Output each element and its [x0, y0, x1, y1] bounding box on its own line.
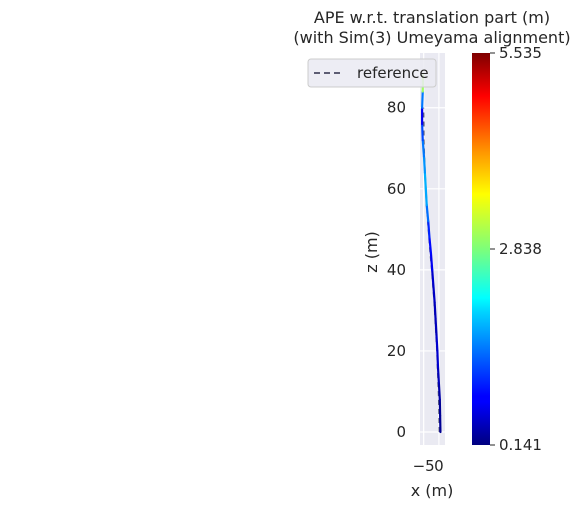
y-tick-label: 0: [396, 423, 406, 441]
legend-box: [307, 58, 437, 88]
x-tick-label: 0: [434, 457, 444, 475]
chart-title-line1: APE w.r.t. translation part (m): [314, 8, 550, 27]
trajectory-segment: [421, 139, 426, 158]
y-tick-label: 40: [387, 261, 406, 279]
chart-title-line2: (with Sim(3) Umeyama alignment): [293, 28, 570, 47]
colorbar-tick-label: 5.535: [499, 44, 542, 62]
trajectory-segment: [437, 382, 441, 401]
trajectory-segment: [435, 333, 439, 353]
y-tick-label: 60: [387, 180, 406, 198]
trajectory-segment: [431, 268, 435, 288]
trajectory-segment: [428, 236, 433, 255]
y-tick-label: 20: [387, 342, 406, 360]
colorbar: [472, 53, 490, 445]
colorbar-ticks: 0.141 2.838 5.535: [490, 44, 542, 454]
x-tick-label: −5: [413, 457, 435, 475]
colorbar-tick-label: 0.141: [499, 436, 542, 454]
colorbar-tick-label: 2.838: [499, 240, 542, 258]
trajectory-segment: [423, 171, 427, 190]
trajectory-segment: [436, 349, 440, 369]
trajectory-segment: [432, 284, 436, 304]
x-tick-labels: −5 0: [413, 457, 444, 475]
trajectory-segment: [436, 366, 441, 385]
legend: reference: [307, 58, 437, 88]
legend-reference-label: reference: [357, 64, 429, 82]
trajectory-line-group: [421, 74, 442, 434]
trajectory-segment: [427, 220, 431, 239]
trajectory-segment: [421, 122, 424, 142]
trajectory-segment: [433, 301, 437, 320]
trajectory-segment: [425, 203, 430, 223]
y-tick-labels: 0 20 40 60 80: [387, 99, 406, 441]
trajectory-segment: [429, 252, 434, 271]
trajectory-segment: [421, 90, 424, 109]
trajectory-segment: [434, 317, 438, 336]
y-axis-label: z (m): [362, 231, 381, 273]
x-axis-label: x (m): [411, 481, 454, 500]
trajectory-segment: [422, 155, 426, 174]
y-tick-label: 80: [387, 99, 406, 117]
trajectory-segment: [424, 187, 428, 207]
